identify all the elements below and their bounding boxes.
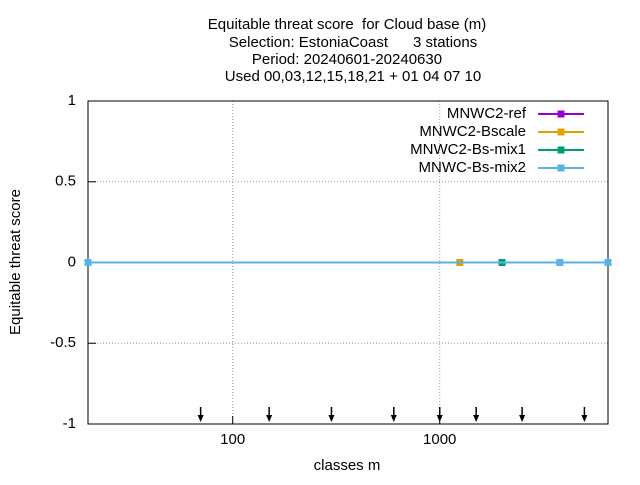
point	[556, 259, 564, 266]
legend-label: MNWC-Bs-mix2	[419, 159, 526, 176]
point	[604, 259, 612, 266]
legend-marker	[557, 110, 565, 118]
y-tick-label: 0	[68, 253, 76, 270]
legend-marker	[557, 128, 565, 136]
y-tick-label: -1	[63, 415, 76, 432]
class-arrow-head	[473, 415, 480, 422]
chart-subtitle: Period: 20240601-20240630	[252, 51, 442, 68]
y-tick-label: -0.5	[50, 334, 76, 351]
y-tick-label: 0.5	[55, 173, 76, 190]
point	[84, 259, 92, 266]
y-tick-label: 1	[68, 92, 76, 109]
class-arrow-head	[328, 415, 335, 422]
class-arrow-head	[266, 415, 273, 422]
chart-title: Equitable threat score for Cloud base (m…	[208, 16, 486, 33]
chart-subtitle: Selection: EstoniaCoast 3 stations	[229, 34, 477, 51]
y-axis-label: Equitable threat score	[7, 189, 24, 335]
legend-marker	[557, 164, 565, 172]
legend-label: MNWC2-Bs-mix1	[410, 141, 526, 158]
legend-label: MNWC2-Bscale	[419, 123, 526, 140]
class-arrow-head	[581, 415, 588, 422]
class-arrow-head	[436, 415, 443, 422]
class-arrow-head	[390, 415, 397, 422]
x-tick-label: 100	[220, 431, 245, 448]
class-arrow-head	[197, 415, 204, 422]
legend-label: MNWC2-ref	[447, 105, 527, 122]
legend-marker	[557, 146, 565, 154]
x-axis-label: classes m	[314, 457, 381, 474]
class-arrow-head	[519, 415, 526, 422]
chart-subtitle: Used 00,03,12,15,18,21 + 01 04 07 10	[225, 68, 481, 85]
x-tick-label: 1000	[423, 431, 456, 448]
